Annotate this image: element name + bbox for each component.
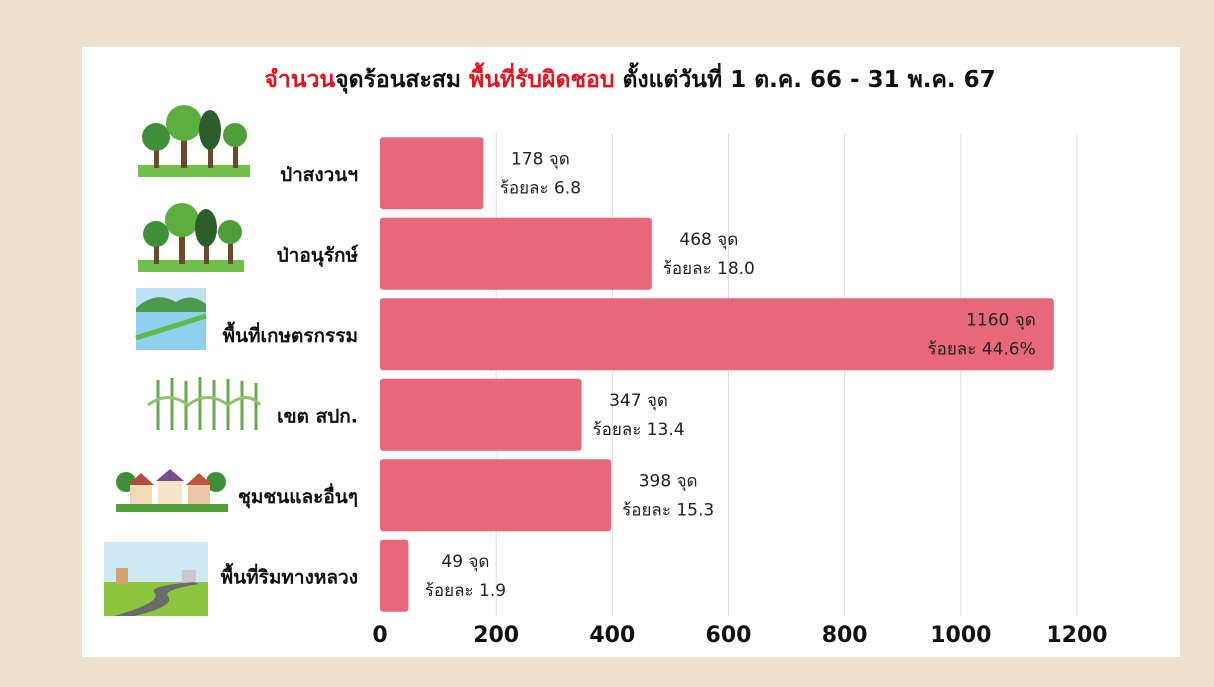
value-label: 347 จุด [609,391,668,411]
percent-label: ร้อยละ 1.9 [425,581,506,601]
category-label: พื้นที่ริมทางหลวง [221,562,358,588]
chart-title: จำนวนจุดร้อนสะสม พื้นที่รับผิดชอบ ตั้งแต่ว… [264,62,995,94]
percent-label: ร้อยละ 13.4 [592,420,684,440]
percent-label: ร้อยละ 18.0 [663,259,755,279]
x-tick-label: 400 [589,623,635,648]
percent-label: ร้อยละ 44.6% [928,339,1036,359]
icon-community [116,469,228,512]
percent-label: ร้อยละ 15.3 [622,500,714,520]
x-tick-label: 200 [473,623,519,648]
bar [380,298,1054,370]
x-tick-label: 1000 [930,623,991,648]
category-label: ป่าอนุรักษ์ [277,244,359,267]
bar [380,137,483,209]
value-label: 49 จุด [441,552,489,572]
value-label: 1160 จุด [966,310,1036,330]
bar [380,459,611,531]
value-label: 178 จุด [511,149,570,169]
category-label: ป่าสงวนฯ [280,164,358,186]
bar [380,540,408,612]
bar [380,379,582,451]
bar [380,218,652,290]
icon-rice-field [136,288,206,350]
x-tick-label: 800 [822,623,868,648]
x-tick-label: 600 [706,623,752,648]
category-label: ชุมชนและอื่นๆ [238,483,358,509]
value-label: 468 จุด [679,230,738,250]
title-part: พื้นที่รับผิดชอบ [469,62,614,93]
value-label: 398 จุด [639,471,698,491]
page: จำนวนจุดร้อนสะสม พื้นที่รับผิดชอบ ตั้งแต่ว… [0,0,1214,687]
title-part: จุดร้อนสะสม [335,67,461,94]
x-tick-label: 1200 [1046,623,1107,648]
x-tick-label: 0 [372,623,387,648]
title-part: จำนวน [264,67,335,93]
percent-label: ร้อยละ 6.8 [500,178,581,198]
icon-highway [104,542,208,616]
category-label: เขต สปก. [277,405,358,427]
chart: จำนวนจุดร้อนสะสม พื้นที่รับผิดชอบ ตั้งแต่ว… [0,0,1214,687]
category-label: พื้นที่เกษตรกรรม [222,321,358,347]
title-part: ตั้งแต่วันที่ 1 ต.ค. 66 - 31 พ.ค. 67 [622,62,995,93]
